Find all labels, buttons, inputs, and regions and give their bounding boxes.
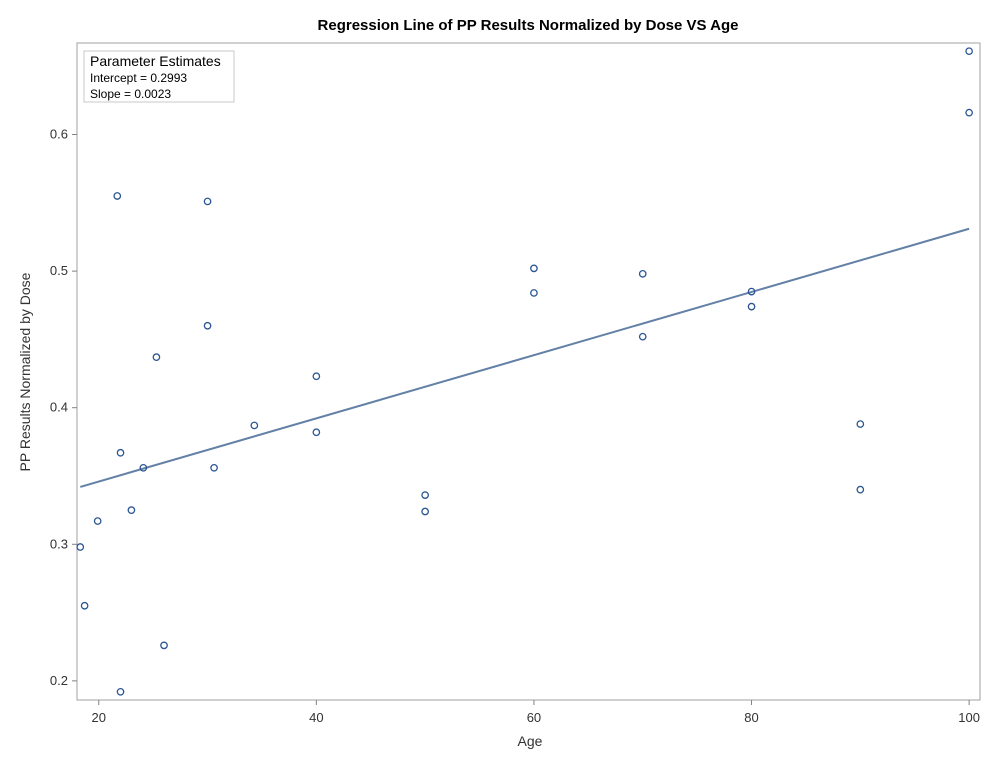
data-point	[210, 463, 218, 472]
x-tick-label: 40	[309, 710, 323, 725]
data-point	[80, 601, 89, 610]
inset-intercept: Intercept = 0.2993	[90, 71, 187, 85]
y-axis: 0.2 0.3 0.4 0.5 0.6	[50, 127, 77, 688]
inset-slope: Slope = 0.0023	[90, 87, 171, 101]
data-point	[113, 192, 122, 200]
data-point	[747, 287, 756, 296]
data-point	[160, 641, 168, 650]
data-point	[856, 485, 865, 494]
x-tick-label: 80	[744, 710, 758, 725]
parameter-estimates-inset: Parameter Estimates Intercept = 0.2993 S…	[83, 50, 235, 103]
data-point	[93, 517, 102, 525]
data-point	[965, 108, 973, 117]
data-point	[638, 269, 647, 278]
data-point	[530, 289, 538, 297]
data-point	[139, 463, 148, 472]
data-point	[203, 321, 212, 330]
data-point	[152, 353, 161, 362]
y-tick-label: 0.4	[50, 400, 68, 415]
data-point	[856, 420, 865, 428]
y-tick-label: 0.5	[50, 263, 68, 278]
data-point	[965, 47, 973, 56]
x-tick-label: 100	[958, 710, 980, 725]
data-point	[638, 332, 647, 341]
x-axis: 20 40 60 80 100	[92, 700, 980, 725]
data-point	[127, 506, 136, 514]
x-axis-label: Age	[518, 733, 543, 749]
data-point	[203, 197, 212, 206]
y-axis-label: PP Results Normalized by Dose	[17, 272, 33, 471]
data-point	[116, 448, 125, 457]
x-tick-label: 60	[527, 710, 541, 725]
y-tick-label: 0.3	[50, 536, 68, 551]
plot-frame	[76, 42, 981, 701]
scatter-points	[76, 47, 973, 696]
data-point	[421, 491, 429, 499]
data-point	[530, 264, 538, 273]
data-point	[76, 543, 85, 551]
data-point	[421, 507, 429, 516]
data-point	[747, 302, 756, 311]
chart-title: Regression Line of PP Results Normalized…	[318, 17, 739, 34]
data-point	[312, 428, 321, 437]
y-tick-label: 0.6	[50, 127, 68, 142]
data-point	[250, 421, 259, 430]
x-tick-label: 20	[92, 710, 106, 725]
data-point	[116, 687, 125, 696]
regression-line	[79, 227, 970, 488]
y-tick-label: 0.2	[50, 673, 68, 688]
data-point	[312, 372, 321, 381]
inset-box	[83, 50, 235, 103]
inset-title: Parameter Estimates	[90, 53, 221, 69]
